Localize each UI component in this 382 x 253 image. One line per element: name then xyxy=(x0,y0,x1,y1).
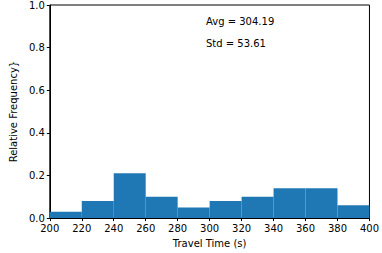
svg-text:320: 320 xyxy=(232,223,251,234)
svg-text:0.8: 0.8 xyxy=(29,42,45,53)
svg-text:200: 200 xyxy=(40,223,59,234)
svg-text:0.2: 0.2 xyxy=(29,170,45,181)
svg-text:360: 360 xyxy=(296,223,315,234)
svg-text:220: 220 xyxy=(72,223,91,234)
svg-text:300: 300 xyxy=(200,223,219,234)
svg-text:380: 380 xyxy=(328,223,347,234)
svg-text:400: 400 xyxy=(360,223,379,234)
svg-text:1.0: 1.0 xyxy=(29,0,45,11)
svg-text:340: 340 xyxy=(264,223,283,234)
svg-text:Std = 53.61: Std = 53.61 xyxy=(206,38,266,49)
svg-text:0.0: 0.0 xyxy=(28,212,45,224)
svg-text:280: 280 xyxy=(168,223,187,234)
svg-text:240: 240 xyxy=(104,223,123,234)
svg-text:260: 260 xyxy=(136,223,155,234)
svg-text:0.4: 0.4 xyxy=(29,127,45,138)
svg-text:Relative Frequency}: Relative Frequency} xyxy=(8,61,19,163)
svg-text:Travel Time (s): Travel Time (s) xyxy=(172,238,247,249)
svg-text:0.6: 0.6 xyxy=(29,85,45,96)
svg-text:Avg = 304.19: Avg = 304.19 xyxy=(206,16,274,27)
